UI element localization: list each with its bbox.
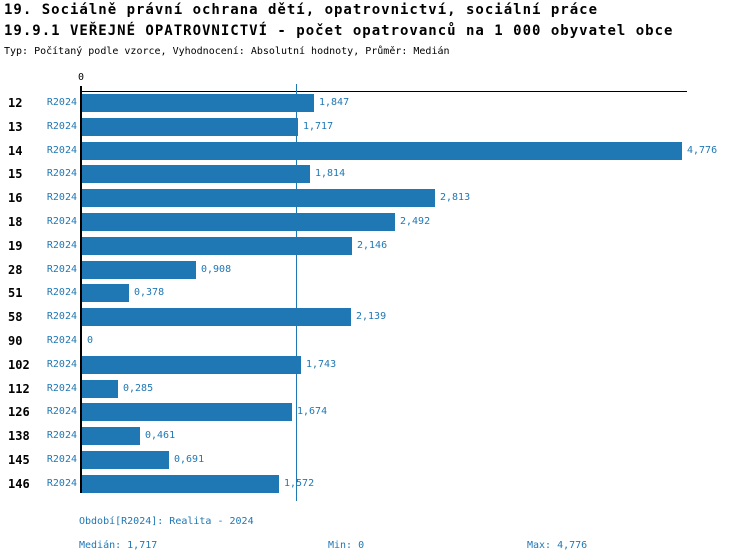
bar — [82, 237, 352, 255]
bar — [82, 403, 292, 421]
row-period-label: R2024 — [46, 478, 77, 489]
chart-title-line2: 19.9.1 VEŘEJNÉ OPATROVNICTVÍ - počet opa… — [4, 23, 674, 39]
bar-value-label: 2,139 — [356, 311, 387, 322]
bar — [82, 213, 395, 231]
row-period-label: R2024 — [46, 430, 77, 441]
row-period-label: R2024 — [46, 359, 77, 370]
bar — [82, 380, 118, 398]
footer-min-value: Min: 0 — [328, 540, 365, 551]
x-axis-line — [80, 91, 687, 92]
row-period-label: R2024 — [46, 406, 77, 417]
row-period-label: R2024 — [46, 240, 77, 251]
bar-value-label: 1,814 — [315, 168, 346, 179]
row-category-label: 126 — [8, 405, 30, 419]
bar-value-label: 0,691 — [174, 454, 205, 465]
bar — [82, 308, 351, 326]
row-period-label: R2024 — [46, 121, 77, 132]
bar-value-label: 0,461 — [145, 430, 176, 441]
row-category-label: 18 — [8, 215, 23, 229]
row-period-label: R2024 — [46, 335, 77, 346]
row-category-label: 28 — [8, 263, 23, 277]
bar — [82, 427, 140, 445]
chart-title-line1: 19. Sociálně právní ochrana dětí, opatro… — [4, 2, 599, 18]
row-category-label: 14 — [8, 144, 23, 158]
row-category-label: 58 — [8, 310, 23, 324]
row-period-label: R2024 — [46, 97, 77, 108]
bar — [82, 118, 298, 136]
row-period-label: R2024 — [46, 216, 77, 227]
row-category-label: 15 — [8, 167, 23, 181]
row-period-label: R2024 — [46, 168, 77, 179]
row-period-label: R2024 — [46, 145, 77, 156]
bar-value-label: 1,743 — [306, 359, 337, 370]
bar-value-label: 2,492 — [400, 216, 431, 227]
bar-value-label: 0,378 — [134, 287, 165, 298]
row-category-label: 16 — [8, 191, 23, 205]
bar — [82, 475, 279, 493]
y-axis-line — [80, 86, 82, 493]
bar — [82, 142, 682, 160]
bar-value-label: 4,776 — [687, 145, 718, 156]
row-period-label: R2024 — [46, 383, 77, 394]
footer-period-info: Období[R2024]: Realita - 2024 — [79, 516, 254, 527]
row-period-label: R2024 — [46, 287, 77, 298]
row-period-label: R2024 — [46, 454, 77, 465]
row-period-label: R2024 — [46, 264, 77, 275]
bar — [82, 261, 196, 279]
bar-value-label: 1,674 — [297, 406, 328, 417]
footer-median-value: Medián: 1,717 — [79, 540, 158, 551]
row-category-label: 112 — [8, 382, 30, 396]
bar — [82, 284, 129, 302]
bar-value-label: 2,813 — [440, 192, 471, 203]
row-period-label: R2024 — [46, 192, 77, 203]
bar-value-label: 1,847 — [319, 97, 350, 108]
bar — [82, 189, 435, 207]
bar — [82, 165, 310, 183]
row-category-label: 138 — [8, 429, 30, 443]
row-category-label: 12 — [8, 96, 23, 110]
bar-value-label: 0 — [87, 335, 94, 346]
bar-value-label: 1,572 — [284, 478, 315, 489]
row-period-label: R2024 — [46, 311, 77, 322]
x-axis-tick-label-zero: 0 — [77, 72, 85, 83]
median-line — [296, 84, 297, 501]
bar — [82, 94, 314, 112]
row-category-label: 13 — [8, 120, 23, 134]
row-category-label: 51 — [8, 286, 23, 300]
row-category-label: 19 — [8, 239, 23, 253]
bar-value-label: 0,285 — [123, 383, 154, 394]
footer-max-value: Max: 4,776 — [527, 540, 588, 551]
bar — [82, 356, 301, 374]
bar-value-label: 0,908 — [201, 264, 232, 275]
row-category-label: 102 — [8, 358, 30, 372]
row-category-label: 145 — [8, 453, 30, 467]
bar — [82, 451, 169, 469]
chart-subtitle: Typ: Počítaný podle vzorce, Vyhodnocení:… — [4, 46, 450, 57]
bar-value-label: 1,717 — [303, 121, 334, 132]
row-category-label: 146 — [8, 477, 30, 491]
bar-value-label: 2,146 — [357, 240, 388, 251]
row-category-label: 90 — [8, 334, 23, 348]
